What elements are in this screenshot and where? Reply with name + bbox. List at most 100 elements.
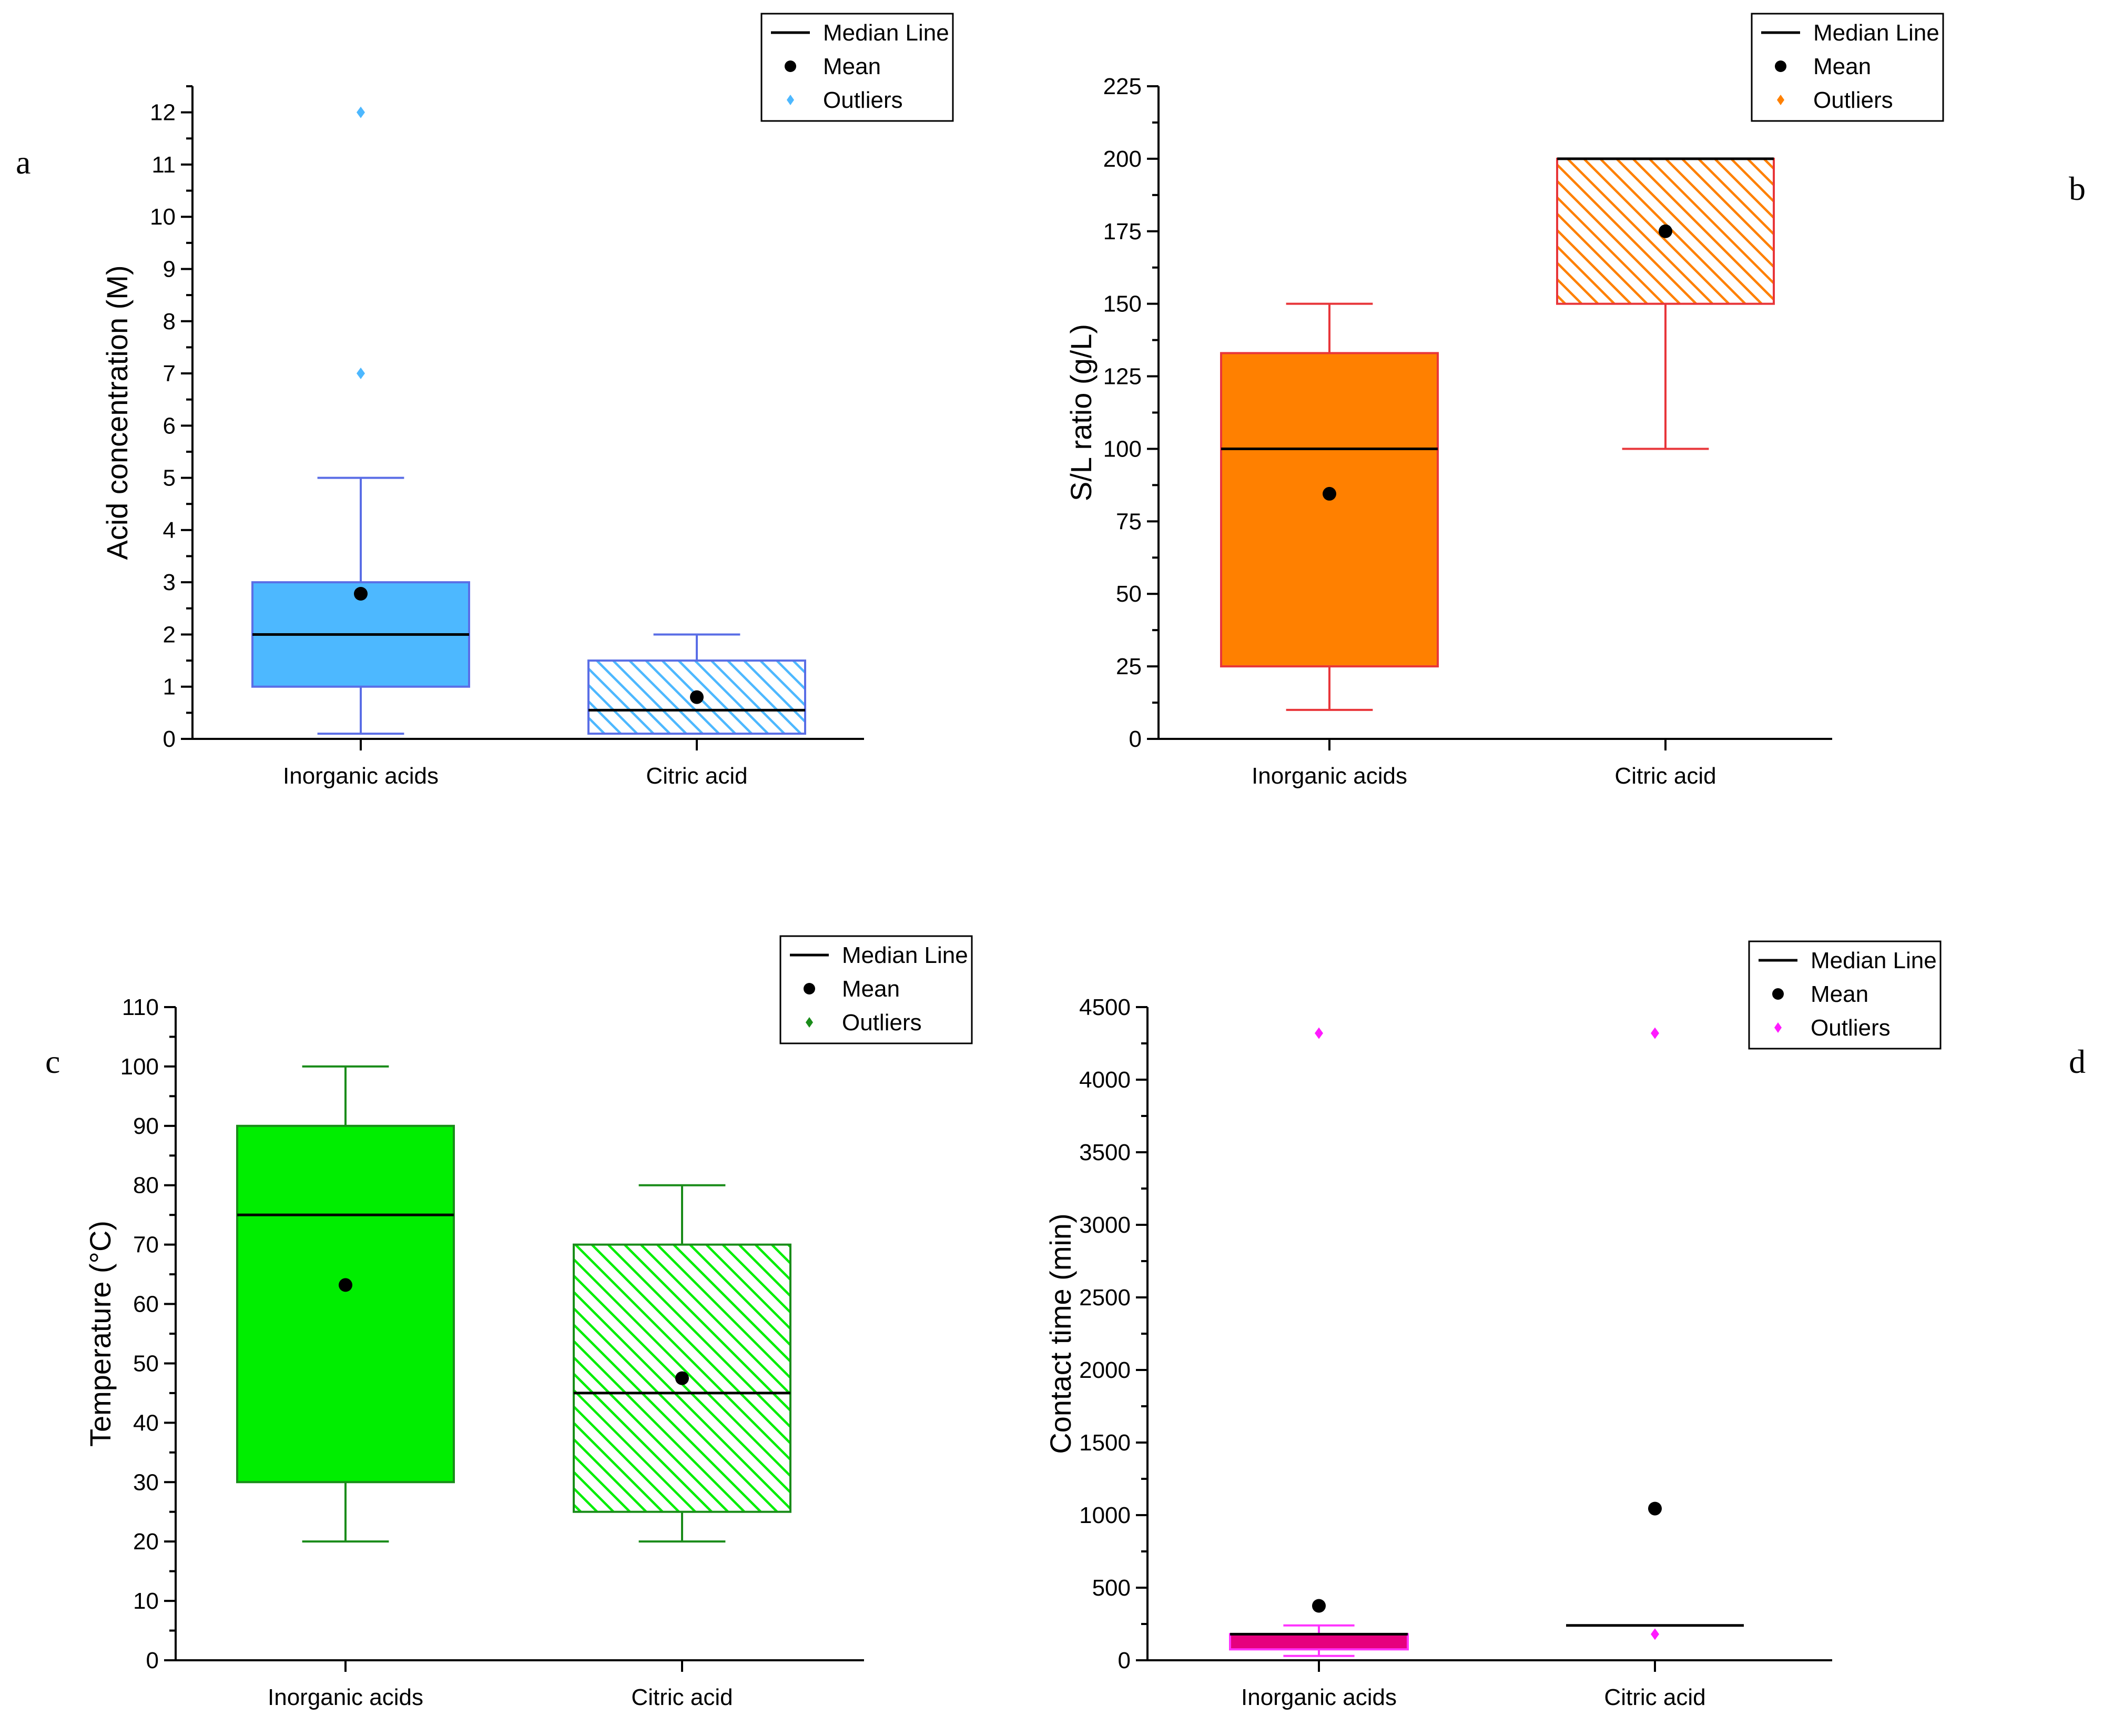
y-axis-title: Acid concentration (M) — [100, 265, 134, 560]
y-tick-label: 3500 — [1079, 1140, 1131, 1165]
y-tick-label: 0 — [1118, 1648, 1131, 1673]
legend-median-label: Median Line — [1813, 20, 1939, 46]
legend-mean-swatch — [804, 983, 815, 994]
y-tick-label: 8 — [163, 309, 176, 334]
y-tick-label: 110 — [122, 994, 159, 1020]
legend: Median Line Mean Outliers — [760, 13, 954, 122]
category-label: Inorganic acids — [268, 1684, 423, 1710]
panel-d: d 0 500 1000 1500 2000 2500 3000 3500 4000 4500 Con… — [1044, 940, 2086, 1710]
box-inorganic-acids: Inorganic acids — [236, 1065, 455, 1710]
y-tick-label: 30 — [133, 1469, 159, 1495]
legend: Median Line Mean Outliers — [779, 935, 973, 1044]
box-inorganic-acids: Inorganic acids — [251, 106, 470, 789]
y-tick-label: 2 — [163, 622, 176, 647]
outlier-marker — [1651, 1027, 1659, 1039]
box-citric-acid: Citric acid — [573, 1184, 791, 1710]
outlier-marker — [357, 106, 365, 118]
y-tick-label: 25 — [1116, 654, 1142, 679]
box-body — [1220, 352, 1439, 668]
y-tick-label: 3 — [163, 570, 176, 595]
panel-letter: c — [45, 1043, 60, 1080]
category-label: Citric acid — [1614, 763, 1716, 789]
legend-outlier-swatch — [1774, 1022, 1782, 1033]
y-tick-label: 100 — [1103, 436, 1142, 462]
y-axis-title: Temperature (°C) — [84, 1221, 117, 1447]
category-label: Inorganic acids — [1252, 763, 1407, 789]
y-tick-label: 50 — [133, 1351, 159, 1376]
panel-c: c 0 10 20 30 40 50 60 70 80 90 100 110 Temperature (°… — [45, 935, 973, 1710]
mean-marker — [1323, 486, 1336, 501]
y-tick-label: 4000 — [1079, 1067, 1131, 1093]
box-citric-acid: Citric acid — [587, 633, 806, 789]
y-tick-label: 0 — [146, 1648, 159, 1673]
y-tick-label: 70 — [133, 1232, 159, 1258]
legend-mean-label: Mean — [1811, 981, 1868, 1007]
y-tick-label: 150 — [1103, 291, 1142, 317]
legend-outlier-swatch — [806, 1017, 813, 1028]
legend-median-label: Median Line — [842, 942, 968, 968]
y-tick-label: 200 — [1103, 146, 1142, 172]
y-tick-label: 100 — [120, 1054, 159, 1080]
y-tick-label: 0 — [1129, 726, 1142, 752]
box-inorganic-acids: Inorganic acids — [1220, 302, 1439, 789]
panel-letter: b — [2069, 170, 2086, 207]
y-tick-label: 10 — [133, 1588, 159, 1614]
legend-outlier-swatch — [787, 95, 794, 105]
y-axis-title: S/L ratio (g/L) — [1064, 324, 1098, 501]
box-citric-acid: Citric acid — [1556, 157, 1775, 789]
legend-mean-swatch — [785, 60, 796, 72]
y-tick-label: 80 — [133, 1173, 159, 1199]
y-tick-label: 1500 — [1079, 1430, 1131, 1456]
category-label: Inorganic acids — [1241, 1684, 1397, 1710]
legend-median-label: Median Line — [1811, 948, 1937, 973]
y-tick-label: 40 — [133, 1410, 159, 1436]
y-tick-label: 20 — [133, 1529, 159, 1555]
mean-marker — [339, 1278, 352, 1292]
panel-letter: a — [16, 144, 31, 181]
y-tick-label: 5 — [163, 465, 176, 491]
panel-b: b 0 25 50 75 100 125 150 175 200 225 S/L ratio (g/L… — [1064, 13, 2086, 789]
mean-marker — [1659, 224, 1672, 238]
mean-marker — [675, 1371, 689, 1385]
y-tick-label: 4500 — [1079, 994, 1131, 1020]
legend-outliers-label: Outliers — [1811, 1015, 1891, 1041]
y-tick-label: 4 — [163, 517, 176, 543]
y-tick-label: 0 — [163, 726, 176, 752]
panel-letter: d — [2069, 1043, 2086, 1080]
category-label: Citric acid — [631, 1684, 733, 1710]
y-tick-label: 175 — [1103, 219, 1142, 245]
category-label: Citric acid — [646, 763, 747, 789]
y-tick-label: 7 — [163, 361, 176, 387]
legend: Median Line Mean Outliers — [1748, 940, 1942, 1050]
y-tick-label: 125 — [1103, 364, 1142, 390]
legend-outlier-swatch — [1777, 95, 1784, 105]
y-tick-label: 1000 — [1079, 1502, 1131, 1528]
legend-mean-swatch — [1772, 988, 1784, 1000]
legend-mean-swatch — [1775, 60, 1786, 72]
mean-marker — [690, 690, 704, 704]
y-tick-label: 2000 — [1079, 1357, 1131, 1383]
y-tick-label: 90 — [133, 1113, 159, 1139]
mean-marker — [354, 587, 368, 601]
y-tick-label: 500 — [1092, 1575, 1131, 1601]
box-citric-acid: Citric acid — [1566, 1027, 1744, 1710]
box-inorganic-acids: Inorganic acids — [1229, 1027, 1409, 1710]
box-body — [1229, 1633, 1409, 1651]
y-tick-label: 12 — [150, 100, 176, 126]
box-body — [236, 1124, 455, 1484]
legend-mean-label: Mean — [1813, 54, 1871, 79]
outlier-marker — [1651, 1628, 1659, 1640]
y-tick-label: 9 — [163, 256, 176, 282]
legend-outliers-label: Outliers — [1813, 87, 1893, 113]
y-tick-label: 1 — [163, 674, 176, 700]
y-tick-label: 60 — [133, 1292, 159, 1317]
y-axis-title: Contact time (min) — [1044, 1213, 1077, 1454]
outlier-marker — [1315, 1027, 1323, 1039]
outlier-marker — [357, 368, 365, 380]
legend-median-label: Median Line — [823, 20, 949, 46]
y-tick-label: 6 — [163, 413, 176, 439]
legend-mean-label: Mean — [842, 976, 900, 1002]
y-tick-label: 3000 — [1079, 1212, 1131, 1238]
